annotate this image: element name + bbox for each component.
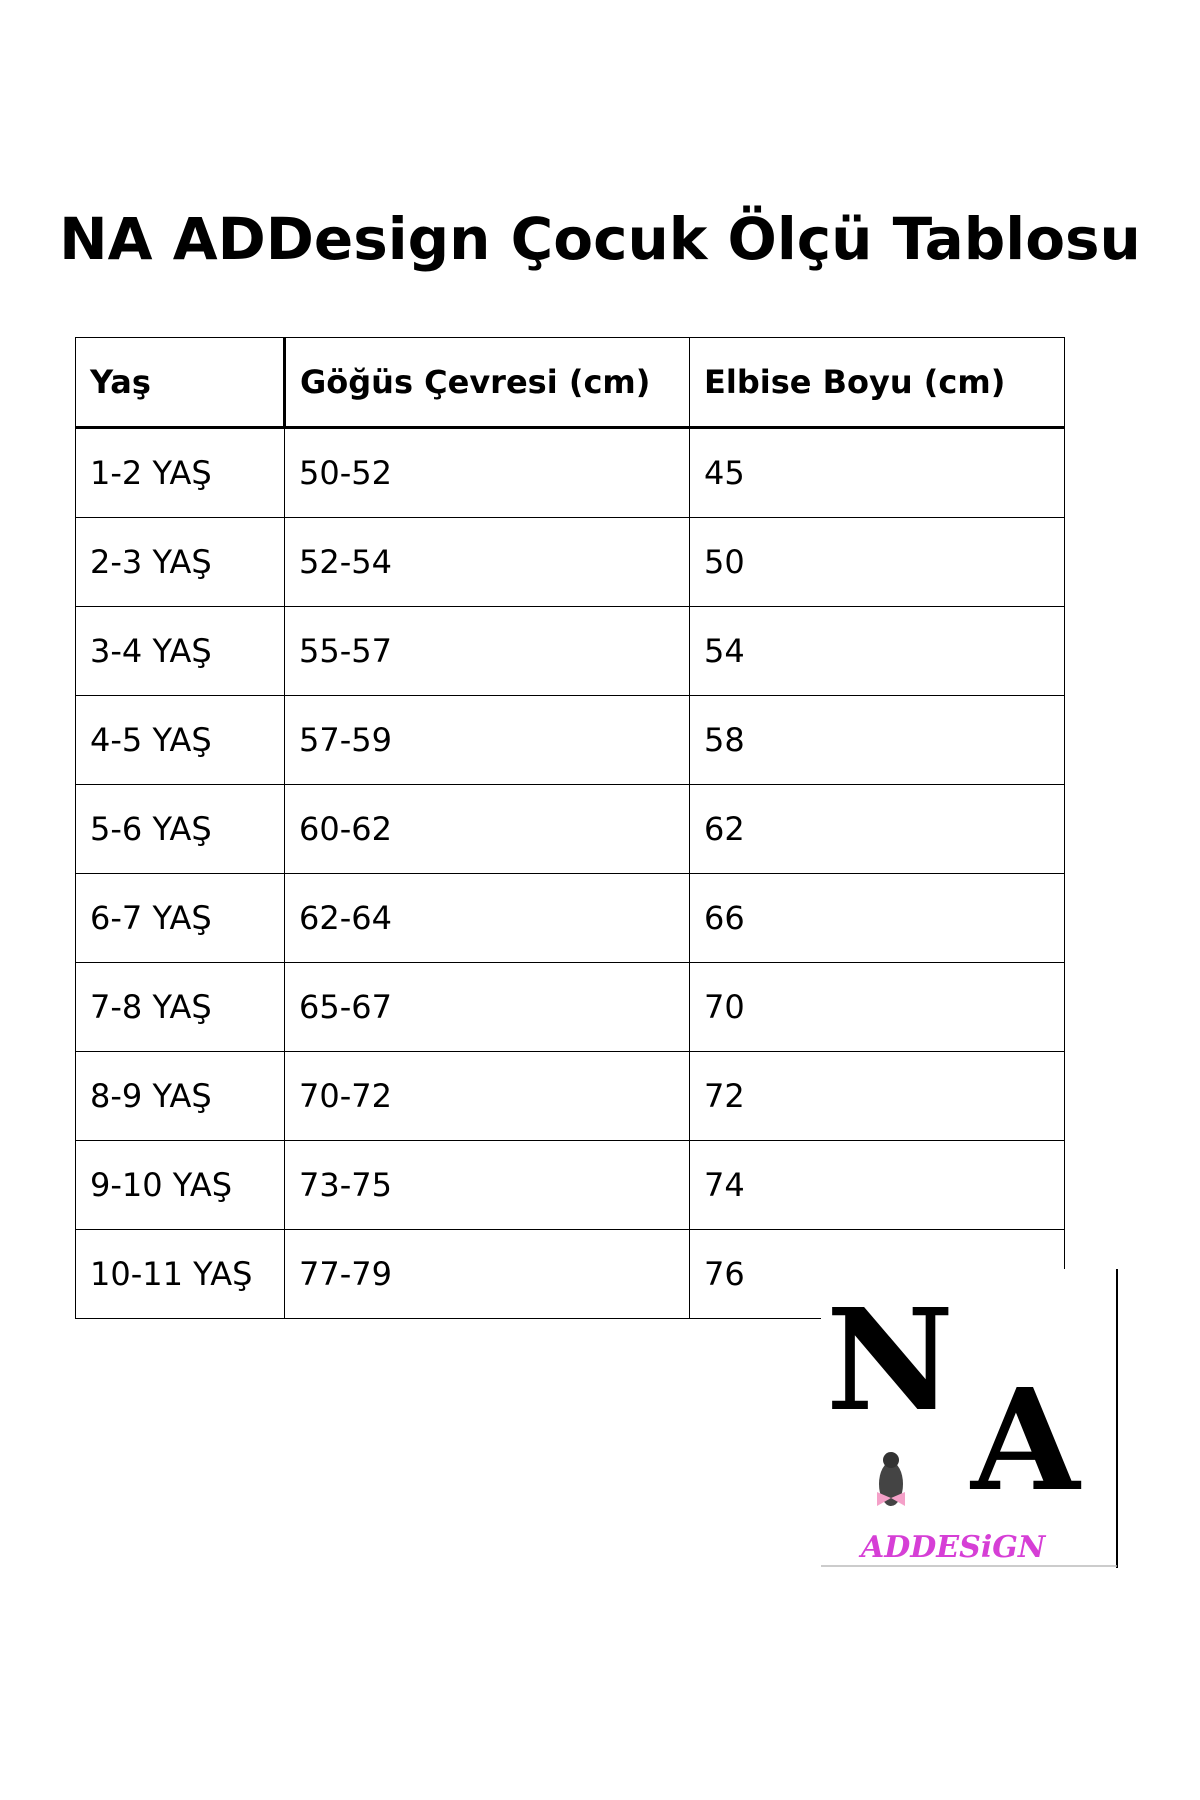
cell-age: 3-4 YAŞ — [75, 606, 285, 696]
logo-figure-icon — [877, 1452, 905, 1506]
cell-age: 1-2 YAŞ — [75, 427, 285, 518]
cell-age: 10-11 YAŞ — [75, 1229, 285, 1319]
cell-length: 54 — [689, 606, 1065, 696]
cell-age: 2-3 YAŞ — [75, 517, 285, 607]
table-row: 6-7 YAŞ 62-64 66 — [75, 873, 1065, 963]
cell-chest: 50-52 — [284, 427, 690, 518]
table-row: 7-8 YAŞ 65-67 70 — [75, 962, 1065, 1052]
cell-chest: 73-75 — [284, 1140, 690, 1230]
table-row: 3-4 YAŞ 55-57 54 — [75, 606, 1065, 696]
table-row: 2-3 YAŞ 52-54 50 — [75, 517, 1065, 607]
cell-chest: 62-64 — [284, 873, 690, 963]
brand-logo: N A ADDESiGN — [821, 1269, 1118, 1568]
table-header-row: Yaş Göğüs Çevresi (cm) Elbise Boyu (cm) — [75, 337, 1065, 429]
cell-age: 7-8 YAŞ — [75, 962, 285, 1052]
cell-chest: 65-67 — [284, 962, 690, 1052]
cell-age: 8-9 YAŞ — [75, 1051, 285, 1141]
cell-age: 4-5 YAŞ — [75, 695, 285, 785]
cell-chest: 55-57 — [284, 606, 690, 696]
cell-chest: 52-54 — [284, 517, 690, 607]
cell-length: 74 — [689, 1140, 1065, 1230]
cell-chest: 57-59 — [284, 695, 690, 785]
cell-length: 45 — [689, 427, 1065, 518]
cell-age: 5-6 YAŞ — [75, 784, 285, 874]
cell-length: 58 — [689, 695, 1065, 785]
cell-chest: 70-72 — [284, 1051, 690, 1141]
header-age: Yaş — [75, 337, 285, 429]
cell-length: 66 — [689, 873, 1065, 963]
header-length: Elbise Boyu (cm) — [689, 337, 1065, 429]
cell-age: 9-10 YAŞ — [75, 1140, 285, 1230]
table-row: 1-2 YAŞ 50-52 45 — [75, 427, 1065, 518]
cell-length: 70 — [689, 962, 1065, 1052]
cell-length: 72 — [689, 1051, 1065, 1141]
cell-length: 50 — [689, 517, 1065, 607]
logo-letter-a: A — [969, 1359, 1082, 1523]
page-title: NA ADDesign Çocuk Ölçü Tablosu — [59, 205, 1141, 273]
header-chest: Göğüs Çevresi (cm) — [283, 337, 690, 429]
table-row: 4-5 YAŞ 57-59 58 — [75, 695, 1065, 785]
cell-chest: 77-79 — [284, 1229, 690, 1319]
logo-letter-n: N — [826, 1279, 954, 1443]
cell-chest: 60-62 — [284, 784, 690, 874]
size-chart-table: Yaş Göğüs Çevresi (cm) Elbise Boyu (cm) … — [75, 337, 1065, 1319]
cell-length: 62 — [689, 784, 1065, 874]
logo-wordmark: ADDESiGN — [858, 1530, 1047, 1565]
table-row: 5-6 YAŞ 60-62 62 — [75, 784, 1065, 874]
table-row: 8-9 YAŞ 70-72 72 — [75, 1051, 1065, 1141]
table-row: 9-10 YAŞ 73-75 74 — [75, 1140, 1065, 1230]
cell-age: 6-7 YAŞ — [75, 873, 285, 963]
